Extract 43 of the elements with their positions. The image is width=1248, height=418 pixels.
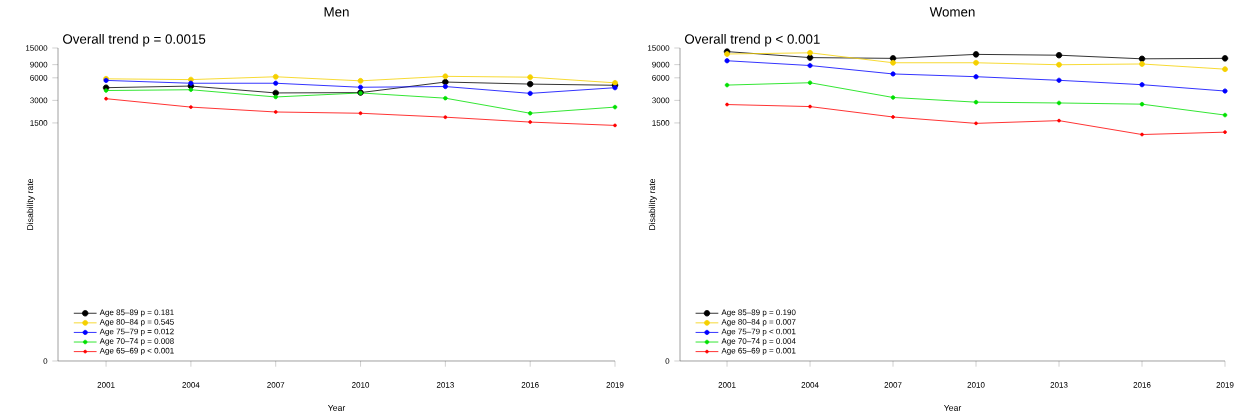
x-tick-label: 2016 (1133, 382, 1151, 388)
y-tick-label: 1500 (30, 120, 48, 126)
legend-label: Age 65–69 p < 0.001 (99, 347, 174, 356)
text: Overall trend p = 0.0015 (63, 33, 206, 47)
x-tick-label: 2016 (521, 382, 539, 388)
legend-label: Age 85–89 p = 0.181 (99, 309, 174, 317)
legend-label: Age 70–74 p = 0.004 (721, 338, 796, 346)
x-tick-label: 2007 (884, 382, 902, 388)
y-axis-title: Disability rate (26, 178, 35, 230)
chart-title: Men (324, 7, 349, 17)
legend-label: Age 80–84 p = 0.545 (99, 319, 174, 327)
x-tick-label: 2001 (718, 382, 736, 388)
chart-title: Women (929, 7, 975, 17)
y-tick-label: 3000 (30, 97, 48, 104)
y-tick-label: 6000 (652, 74, 670, 81)
y-tick-label: 6000 (30, 74, 48, 81)
x-tick-label: 2013 (1050, 382, 1068, 388)
y-tick-label: 9000 (652, 61, 670, 68)
y-tick-label: 9000 (30, 61, 48, 68)
x-axis-title: Year (943, 404, 962, 411)
y-tick-label: 0 (43, 358, 48, 364)
x-tick-label: 2004 (801, 382, 819, 388)
x-axis-title: Year (327, 404, 346, 411)
legend-label: Age 75–79 p < 0.001 (721, 328, 796, 336)
y-tick-label: 15000 (25, 45, 48, 51)
legend-label: Age 65–69 p = 0.001 (721, 347, 796, 356)
x-tick-label: 2013 (436, 382, 454, 388)
x-tick-label: 2010 (967, 382, 985, 388)
x-tick-label: 2019 (1216, 382, 1234, 388)
y-tick-label: 0 (665, 358, 670, 364)
x-tick-label: 2004 (182, 382, 200, 388)
legend-label: Age 75–79 p = 0.012 (99, 328, 174, 336)
y-tick-label: 3000 (652, 97, 670, 104)
x-tick-label: 2019 (606, 382, 624, 388)
y-axis-title: Disability rate (648, 178, 657, 230)
legend-label: Age 85–89 p = 0.190 (721, 309, 796, 317)
y-tick-label: 15000 (647, 45, 670, 51)
legend-label: Age 70–74 p = 0.008 (99, 338, 174, 346)
x-tick-label: 2010 (352, 382, 370, 388)
text: Overall trend p < 0.001 (684, 33, 820, 47)
x-tick-label: 2007 (267, 382, 285, 388)
y-tick-label: 1500 (652, 120, 670, 126)
x-tick-label: 2001 (97, 382, 115, 388)
